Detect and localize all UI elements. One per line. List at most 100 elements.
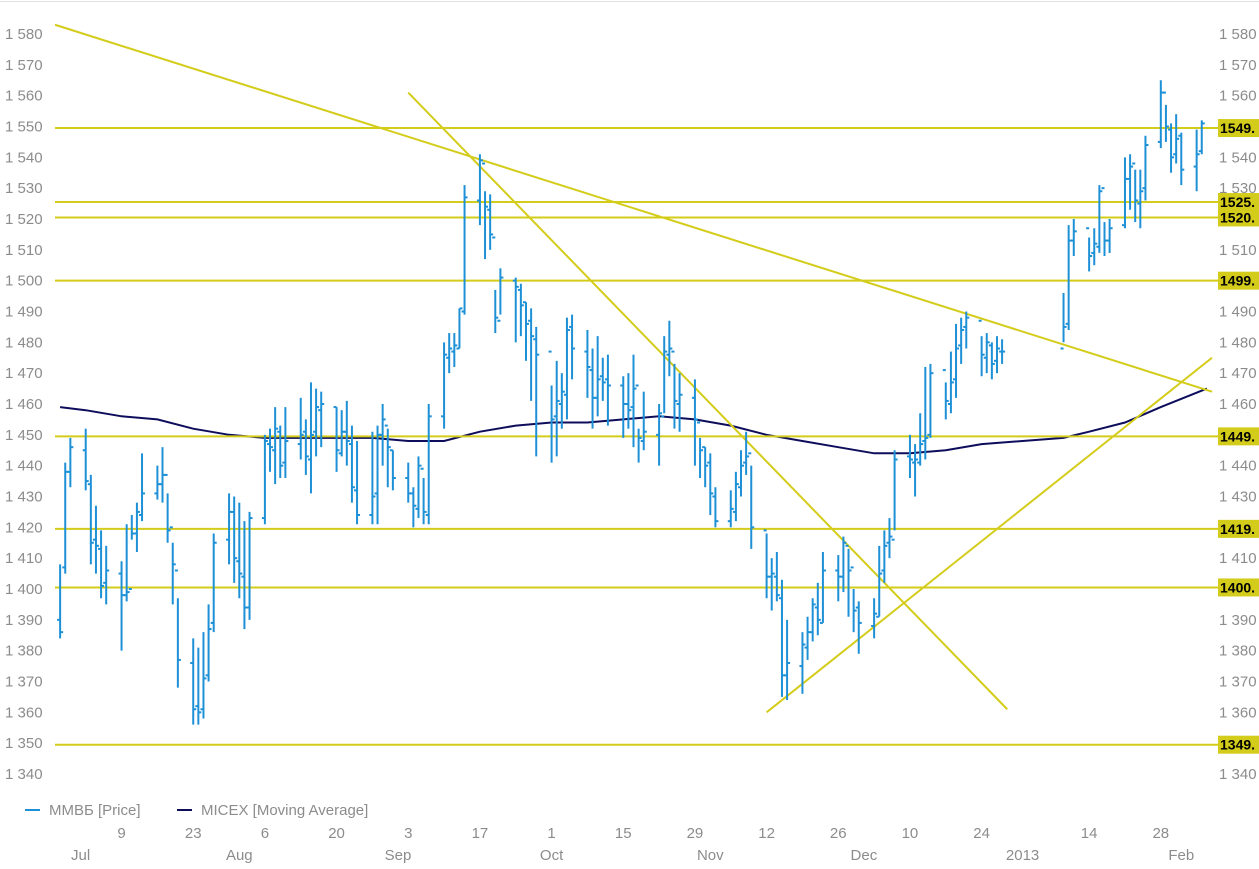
ohlc-bar bbox=[548, 350, 555, 463]
ohlc-bar bbox=[1096, 185, 1103, 253]
ohlc-bar bbox=[563, 317, 570, 420]
ohlc-bar bbox=[333, 406, 340, 472]
ohlc-bar bbox=[195, 647, 202, 725]
ohlc-bar bbox=[313, 388, 320, 457]
ohlc-bar bbox=[1193, 129, 1200, 192]
right-y-tick-label: 1 340 bbox=[1219, 766, 1257, 783]
ohlc-bar bbox=[773, 551, 780, 602]
left-y-tick-label: 1 430 bbox=[5, 488, 43, 505]
moving-average-line bbox=[59, 387, 1208, 455]
ohlc-bar bbox=[231, 496, 238, 583]
ohlc-bar bbox=[983, 333, 990, 374]
price-label-text: 1349. bbox=[1220, 737, 1255, 753]
ohlc-bar bbox=[558, 373, 565, 429]
left-y-tick-label: 1 480 bbox=[5, 334, 43, 351]
ohlc-bar bbox=[159, 447, 166, 503]
ohlc-bar bbox=[855, 601, 862, 654]
right-y-tick-label: 1 530 bbox=[1219, 180, 1257, 197]
ohlc-bar bbox=[712, 487, 719, 528]
ohlc-bar bbox=[302, 419, 309, 475]
ohlc-bar bbox=[599, 357, 606, 401]
ohlc-bar bbox=[1127, 154, 1134, 210]
right-y-tick-label: 1 480 bbox=[1219, 334, 1257, 351]
price-label-box bbox=[1218, 208, 1259, 227]
ohlc-bar bbox=[1070, 218, 1077, 256]
trend-line bbox=[54, 23, 1213, 393]
x-month-label: 2013 bbox=[1006, 847, 1039, 864]
right-y-tick-label: 1 440 bbox=[1219, 458, 1257, 475]
ohlc-bar bbox=[625, 373, 632, 429]
ohlc-bar bbox=[584, 329, 591, 398]
ohlc-bar bbox=[272, 407, 279, 485]
right-y-tick-label: 1 540 bbox=[1219, 149, 1257, 166]
ohlc-bar bbox=[738, 450, 745, 497]
ohlc-bar bbox=[103, 545, 110, 605]
left-y-tick-label: 1 520 bbox=[5, 211, 43, 228]
ohlc-bar bbox=[691, 379, 698, 466]
ohlc-bar bbox=[768, 558, 775, 611]
right-y-tick-label: 1 510 bbox=[1219, 242, 1257, 259]
left-y-tick-label: 1 580 bbox=[5, 26, 43, 43]
left-y-tick-label: 1 530 bbox=[5, 180, 43, 197]
ohlc-bar bbox=[748, 452, 755, 549]
ohlc-bar bbox=[446, 333, 453, 374]
right-y-tick-label: 1 470 bbox=[1219, 365, 1257, 382]
ohlc-bar bbox=[661, 336, 668, 418]
left-y-tick-label: 1 560 bbox=[5, 88, 43, 105]
right-y-axis: 1 580 1 570 1 560 1 540 1 530 1 510 1 490 1 480… bbox=[1219, 26, 1257, 783]
left-y-tick-label: 1 450 bbox=[5, 427, 43, 444]
ohlc-bar bbox=[139, 453, 146, 522]
price-labels-layer: 1549. 1525.1520. 1499. 1449. 1419. 1400. 1349. bbox=[1218, 119, 1259, 754]
ohlc-bar bbox=[1060, 292, 1067, 350]
price-label-box bbox=[1218, 427, 1259, 446]
ohlc-bar bbox=[732, 471, 739, 522]
ohlc-bar bbox=[988, 342, 995, 380]
x-day-tick-label: 3 bbox=[404, 825, 412, 842]
ohlc-bar bbox=[282, 407, 289, 478]
legend-price-label: ММВБ [Price] bbox=[49, 802, 141, 819]
left-y-tick-label: 1 360 bbox=[5, 704, 43, 721]
x-day-tick-label: 20 bbox=[328, 825, 345, 842]
ohlc-bar bbox=[1137, 169, 1144, 229]
ohlc-bar bbox=[594, 336, 601, 417]
right-y-tick-label: 1 390 bbox=[1219, 612, 1257, 629]
ohlc-bar bbox=[456, 307, 463, 350]
ohlc-bar bbox=[174, 569, 181, 688]
ohlc-bar bbox=[246, 511, 253, 620]
trend-line bbox=[407, 91, 1008, 710]
ohlc-bar bbox=[241, 521, 248, 630]
ohlc-bar bbox=[236, 502, 243, 599]
ohlc-bar bbox=[1198, 120, 1205, 155]
right-y-tick-label: 1 360 bbox=[1219, 704, 1257, 721]
left-y-tick-label: 1 570 bbox=[5, 57, 43, 74]
x-day-tick-label: 26 bbox=[830, 825, 847, 842]
x-day-tick-label: 23 bbox=[185, 825, 202, 842]
price-label-text: 1520. bbox=[1220, 209, 1255, 225]
ohlc-bar bbox=[379, 403, 386, 466]
ohlc-bar bbox=[871, 598, 878, 639]
left-y-tick-label: 1 540 bbox=[5, 149, 43, 166]
ohlc-bar bbox=[799, 632, 806, 694]
ohlc-bar bbox=[953, 323, 960, 398]
left-y-tick-label: 1 420 bbox=[5, 519, 43, 536]
ohlc-bar bbox=[978, 319, 985, 377]
x-day-tick-label: 17 bbox=[472, 825, 489, 842]
ohlc-bar bbox=[487, 194, 494, 250]
ohlc-bar bbox=[635, 384, 642, 463]
trend-line bbox=[765, 356, 1213, 714]
price-label-text: 1419. bbox=[1220, 521, 1255, 537]
right-y-tick-label: 1 380 bbox=[1219, 643, 1257, 660]
ohlc-bar bbox=[261, 434, 268, 525]
ohlc-bar bbox=[620, 376, 627, 438]
ohlc-bar bbox=[1142, 135, 1149, 201]
ohlc-bar bbox=[98, 530, 105, 599]
left-y-tick-label: 1 460 bbox=[5, 396, 43, 413]
ohlc-bar bbox=[947, 351, 954, 414]
ohlc-bar bbox=[82, 428, 89, 491]
ohlc-bar bbox=[958, 317, 965, 364]
ohlc-bar bbox=[1173, 114, 1180, 164]
ohlc-bar bbox=[348, 425, 355, 503]
ohlc-bar bbox=[205, 604, 212, 682]
ohlc-bar bbox=[369, 431, 376, 525]
